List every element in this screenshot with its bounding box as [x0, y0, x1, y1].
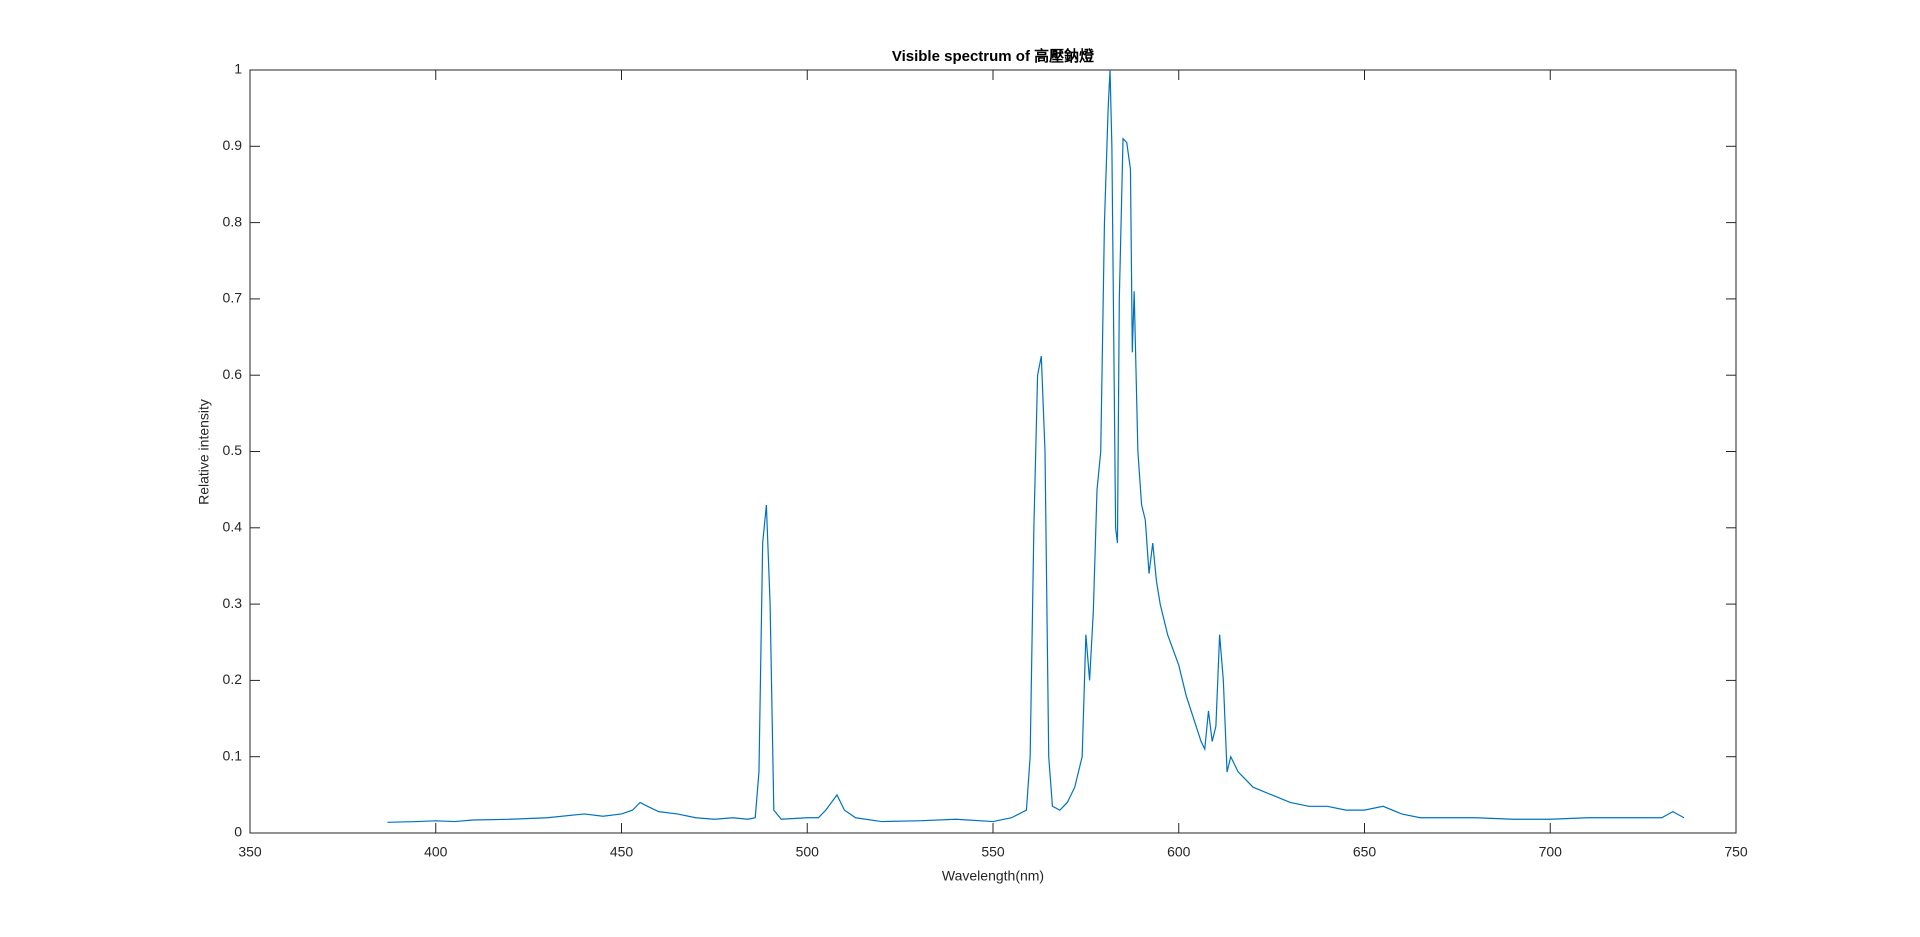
x-tick-label: 600 — [1167, 844, 1191, 860]
x-tick-label: 400 — [424, 844, 448, 860]
y-tick-label: 0.8 — [223, 213, 243, 229]
y-tick-label: 0.7 — [223, 290, 243, 306]
y-tick-label: 0.5 — [223, 442, 243, 458]
y-tick-label: 0 — [234, 824, 242, 840]
plot-frame — [249, 69, 1737, 834]
y-tick-label: 0.9 — [223, 137, 243, 153]
y-tick-label: 1 — [234, 61, 242, 77]
y-axis-label: Relative intensity — [196, 399, 212, 505]
x-tick-label: 500 — [796, 844, 820, 860]
y-tick-label: 0.6 — [223, 366, 243, 382]
x-tick-label: 750 — [1724, 844, 1748, 860]
y-tick-label: 0.2 — [223, 671, 243, 687]
y-tick-label: 0.1 — [223, 747, 243, 763]
x-axis-label: Wavelength(nm) — [942, 868, 1044, 884]
x-tick-label: 450 — [610, 844, 634, 860]
x-tick-label: 700 — [1539, 844, 1563, 860]
x-tick-label: 550 — [981, 844, 1005, 860]
x-tick-label: 650 — [1353, 844, 1377, 860]
y-tick-label: 0.3 — [223, 595, 243, 611]
chart-title: Visible spectrum of 高壓鈉燈 — [892, 47, 1095, 65]
x-tick-label: 350 — [238, 844, 262, 860]
y-tick-label: 0.4 — [223, 519, 243, 535]
spectrum-line — [387, 69, 1685, 823]
